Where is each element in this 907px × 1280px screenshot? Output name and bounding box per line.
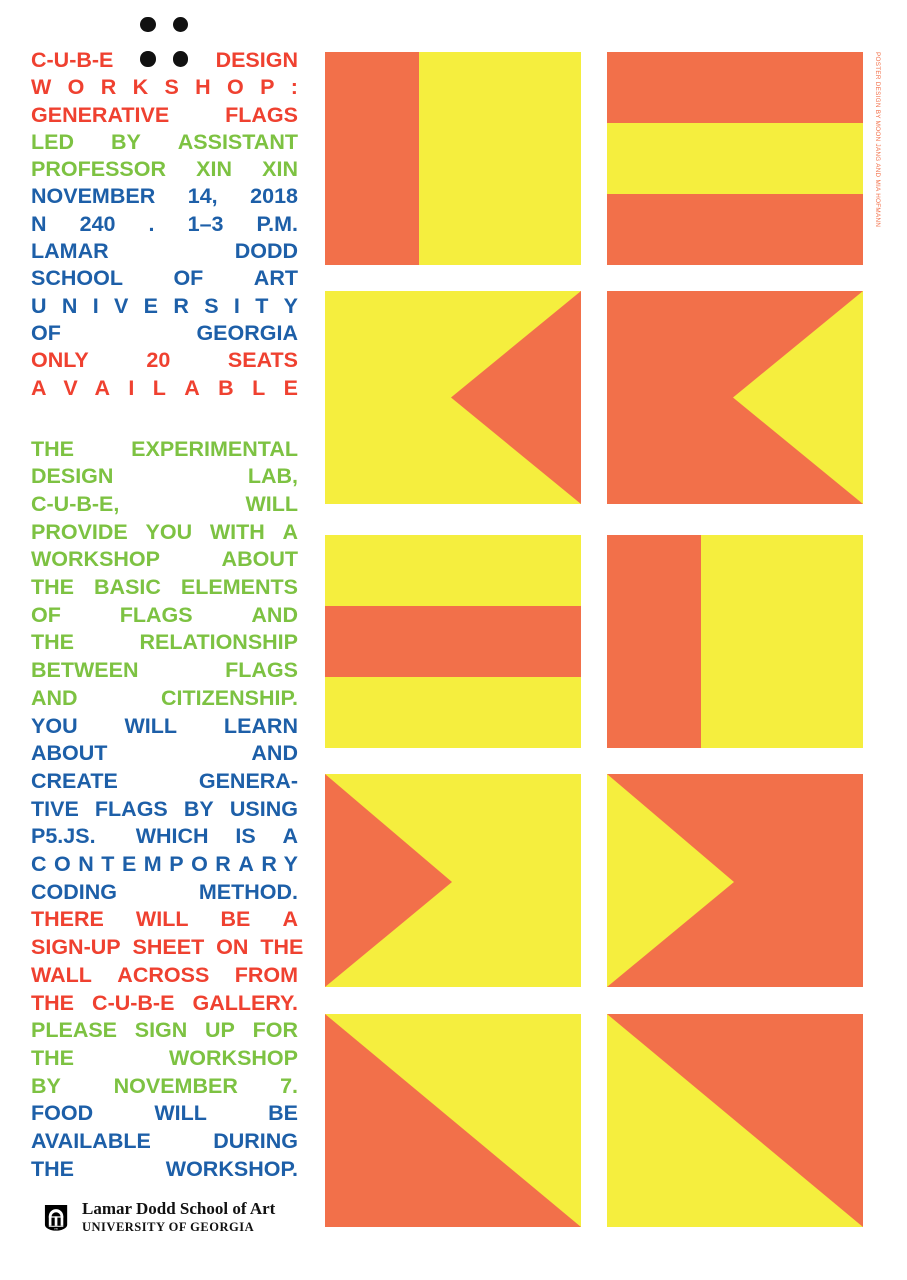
svg-text:1785: 1785	[54, 1229, 58, 1231]
